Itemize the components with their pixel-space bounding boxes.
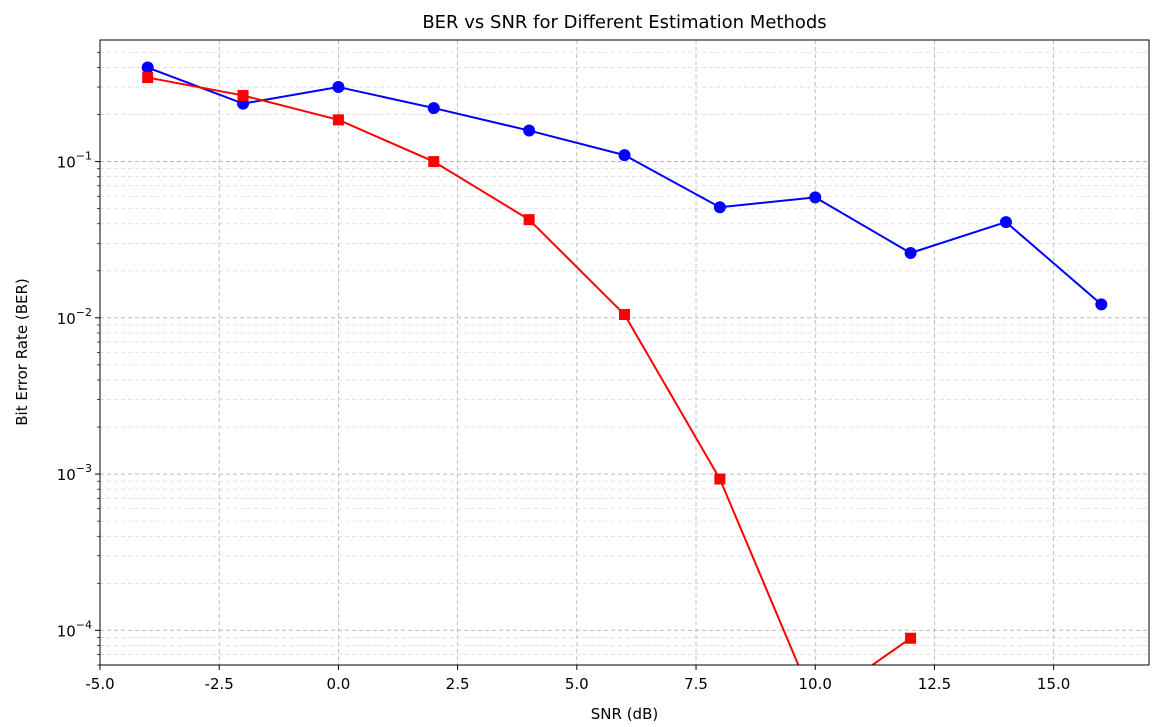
data-point: [428, 156, 440, 168]
y-axis-label: Bit Error Rate (BER): [13, 278, 31, 426]
data-point: [999, 216, 1012, 229]
x-tick-label: 0.0: [326, 675, 350, 693]
series-layer: [141, 61, 1108, 665]
y-tick-label-exponent: −3: [76, 462, 92, 475]
x-tick-label: 15.0: [1037, 675, 1070, 693]
data-point: [523, 124, 536, 137]
y-tick-label-exponent: −2: [76, 306, 92, 319]
ticks: -5.0 -2.5 0.0 2.5 5.0 7.5 10.0 12.5 15.010−110−2…: [57, 52, 1070, 693]
y-tick-label-base: 10: [57, 310, 76, 328]
data-point: [905, 632, 917, 644]
y-tick-label: 10−1: [57, 150, 92, 172]
y-tick-label: 10−3: [57, 462, 92, 484]
data-point: [714, 473, 726, 485]
data-point: [332, 81, 345, 94]
data-point: [809, 191, 822, 204]
x-tick-label: 5.0: [565, 675, 589, 693]
x-axis-label: SNR (dB): [591, 705, 658, 723]
y-tick-label-base: 10: [57, 622, 76, 640]
chart-title: BER vs SNR for Different Estimation Meth…: [422, 12, 826, 33]
y-tick-label-exponent: −1: [76, 150, 92, 163]
x-tick-label: 10.0: [799, 675, 832, 693]
data-point: [141, 61, 154, 74]
series-0: [141, 61, 1108, 311]
data-point: [427, 102, 440, 115]
x-tick-label: 7.5: [684, 675, 708, 693]
x-tick-label: 2.5: [446, 675, 470, 693]
data-point: [1095, 298, 1108, 311]
data-point: [904, 246, 917, 259]
data-point: [237, 89, 249, 101]
data-point: [713, 201, 726, 214]
x-tick-label: -2.5: [205, 675, 234, 693]
data-point: [332, 114, 344, 126]
data-point: [142, 72, 154, 84]
y-tick-label-base: 10: [57, 154, 76, 172]
y-tick-label: 10−2: [57, 306, 92, 328]
y-tick-label-base: 10: [57, 466, 76, 484]
data-point: [619, 309, 630, 321]
x-tick-label: 12.5: [918, 675, 951, 693]
data-point: [523, 214, 535, 226]
data-point: [618, 149, 631, 162]
x-tick-label: -5.0: [85, 675, 114, 693]
y-tick-label: 10−4: [57, 618, 92, 640]
y-tick-label-exponent: −4: [76, 618, 92, 631]
series-1: [142, 72, 917, 665]
